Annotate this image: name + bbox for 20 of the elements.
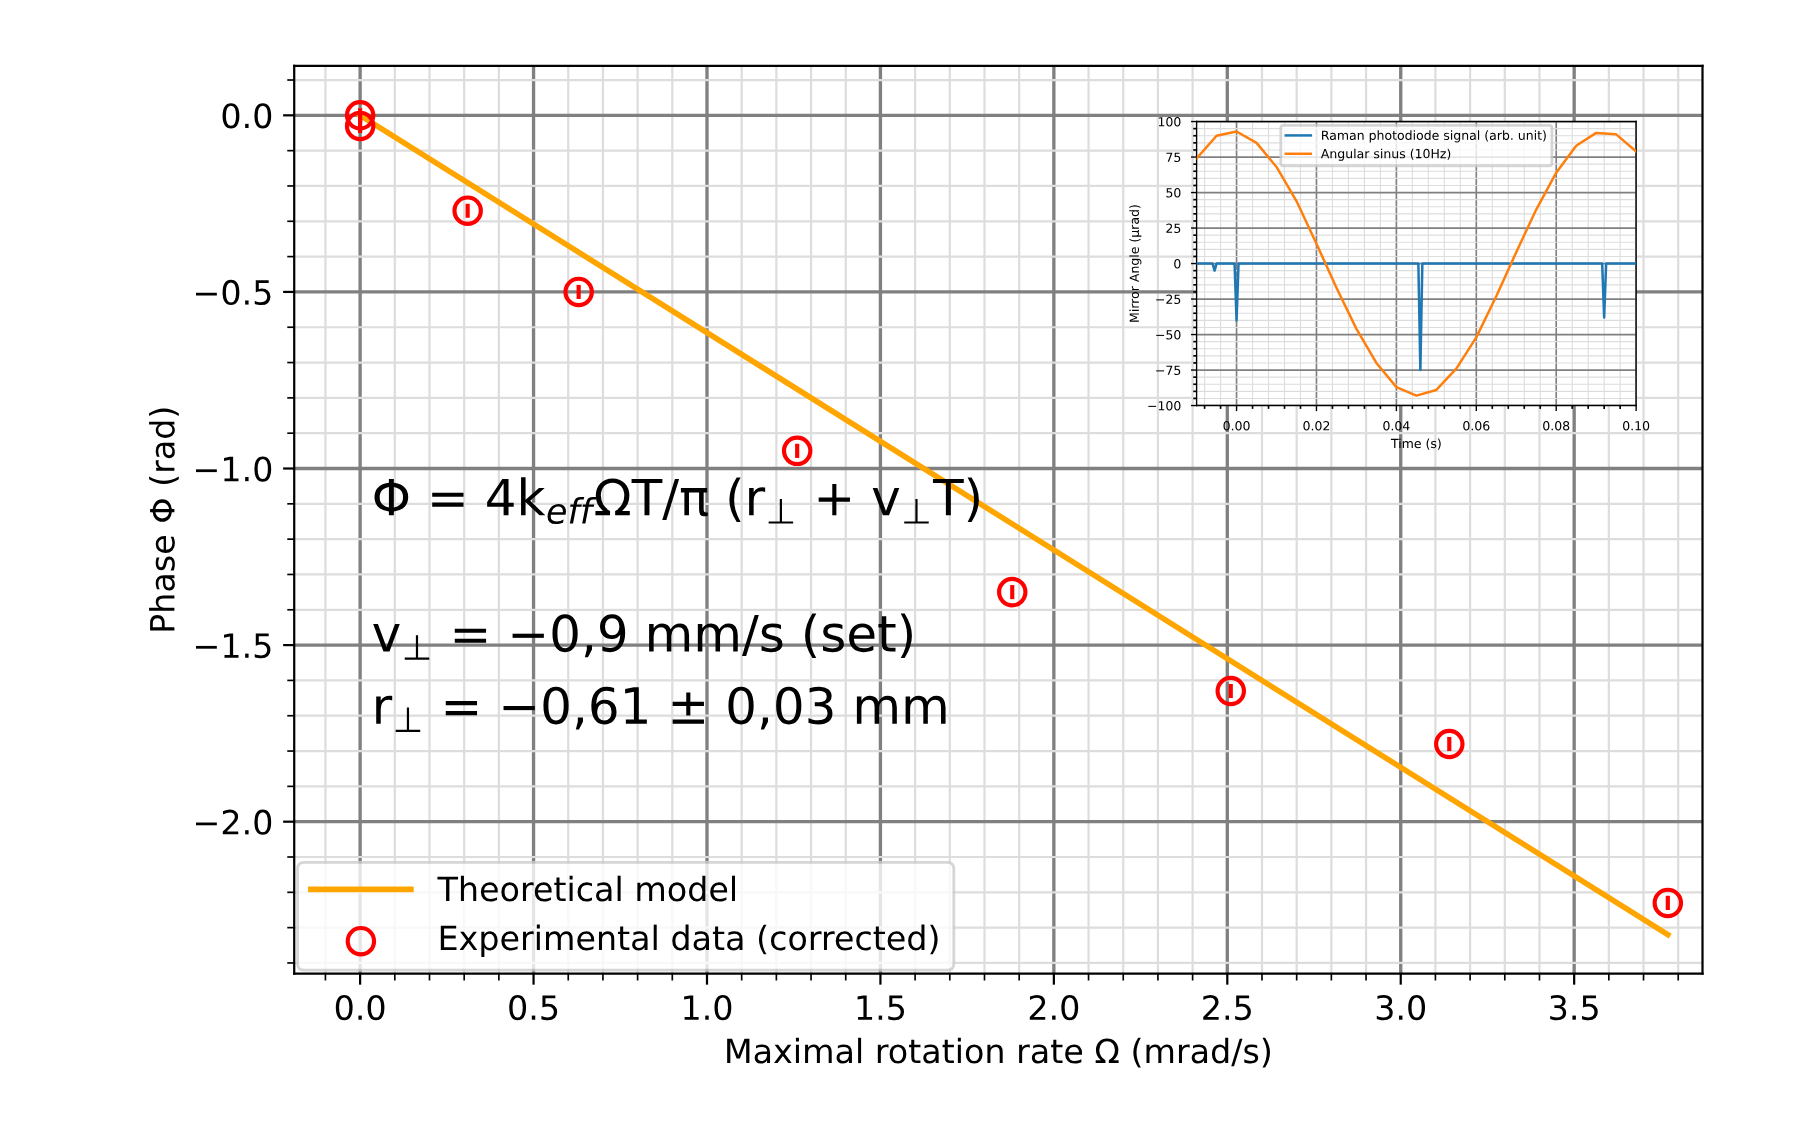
x-tick-label: 3.5 [1550, 994, 1598, 1021]
y-tick-label: −1.5 [195, 633, 271, 659]
x-tick-label: 1.0 [684, 994, 732, 1021]
x-tick-label: 2.0 [1029, 994, 1079, 1021]
annotation: r$_{⊥}$ = −0,61 ± 0,03 mm [376, 686, 946, 732]
y-axis-title: Phase Φ (rad) [149, 408, 179, 631]
annotation: Φ = 4k$_{eff}$ΩT/π (r$_{⊥}$ + v$_{⊥}$T) [374, 477, 979, 525]
x-axis-title: Maximal rotation rate Ω (mrad/s) [727, 1037, 1270, 1068]
x-tick-label: 1.5 [857, 995, 905, 1021]
x-tick-label: 2.5 [1203, 994, 1251, 1021]
y-tick-label: −1.0 [195, 456, 272, 482]
annotation: v$_{⊥}$ = −0,9 mm/s (set) [373, 613, 912, 660]
x-tick-label: 0.5 [509, 994, 558, 1021]
y-tick-label: 0.0 [222, 103, 272, 129]
y-tick-label: −2.0 [195, 809, 272, 835]
legend-label: Experimental data (corrected) [440, 924, 938, 957]
y-tick-label: −0.5 [195, 279, 271, 306]
legend-label: Theoretical model [437, 875, 736, 902]
x-tick-label: 3.0 [1376, 994, 1426, 1021]
x-tick-label: 0.0 [335, 994, 385, 1021]
